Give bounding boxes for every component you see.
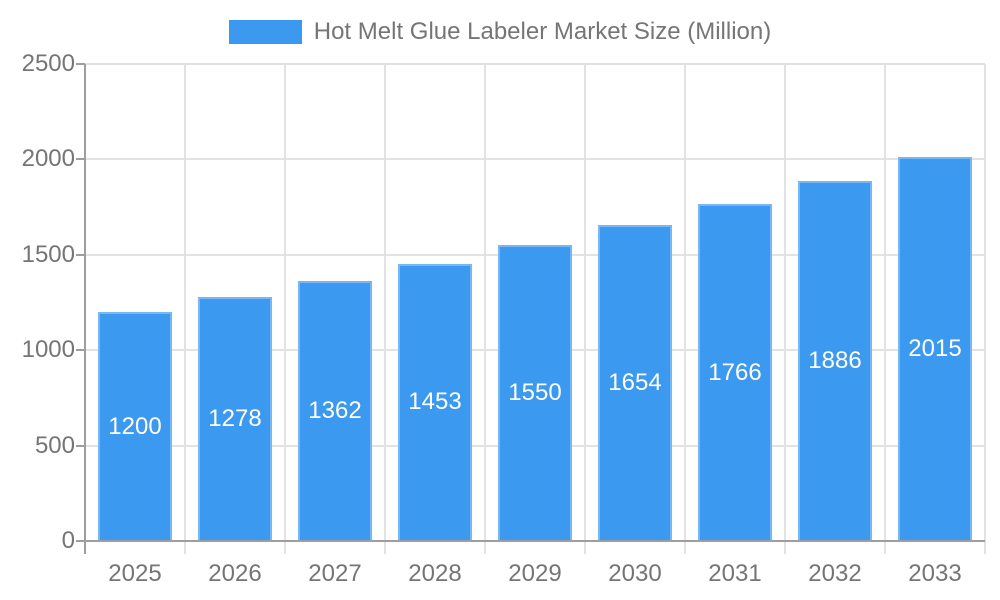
x-tick-label: 2029 <box>508 560 562 587</box>
bar[interactable] <box>698 204 772 541</box>
y-tick <box>76 444 85 447</box>
bar-value-label: 1200 <box>108 412 162 440</box>
bar-value-label: 1766 <box>708 358 762 386</box>
x-tick-label: 2032 <box>808 560 862 587</box>
h-gridline <box>77 158 985 161</box>
x-tick-label: 2030 <box>608 560 662 587</box>
x-tick-label: 2028 <box>408 560 462 587</box>
h-gridline <box>77 63 985 65</box>
legend-label[interactable]: Hot Melt Glue Labeler Market Size (Milli… <box>313 18 772 45</box>
x-tick-label: 2027 <box>308 560 362 587</box>
v-gridline <box>684 64 686 554</box>
y-tick <box>76 253 85 256</box>
bar[interactable] <box>298 281 372 541</box>
v-gridline <box>784 64 786 554</box>
x-tick-label: 2033 <box>908 560 962 587</box>
v-gridline <box>884 64 886 554</box>
y-tick-label: 0 <box>61 527 75 554</box>
x-axis-line <box>85 540 985 542</box>
bar[interactable] <box>198 297 272 541</box>
y-tick-label: 1000 <box>21 336 75 364</box>
v-gridline <box>184 64 186 554</box>
x-tick-label: 2026 <box>208 560 262 587</box>
bar-value-label: 1886 <box>808 347 862 375</box>
y-tick <box>76 63 85 65</box>
y-axis-line <box>84 64 86 554</box>
y-tick-label: 2500 <box>21 50 75 77</box>
y-tick-label: 500 <box>34 431 75 459</box>
bar-value-label: 1550 <box>508 379 562 407</box>
v-gridline <box>384 64 386 554</box>
bar-value-label: 1278 <box>208 405 262 433</box>
bar-value-label: 1654 <box>608 369 662 397</box>
bar-value-label: 2015 <box>908 334 962 362</box>
v-gridline <box>584 64 586 554</box>
legend[interactable]: Hot Melt Glue Labeler Market Size (Milli… <box>0 18 1000 46</box>
x-tick-label: 2031 <box>708 560 762 587</box>
y-tick-label: 2000 <box>21 145 75 173</box>
bar-value-label: 1453 <box>408 388 462 416</box>
bar[interactable] <box>598 225 672 541</box>
y-tick <box>76 158 85 161</box>
bar[interactable] <box>98 312 172 541</box>
bar[interactable] <box>498 245 572 541</box>
bar-value-label: 1362 <box>308 397 362 425</box>
v-gridline <box>484 64 486 554</box>
bar[interactable] <box>398 263 472 541</box>
bar[interactable] <box>898 156 972 541</box>
v-gridline <box>284 64 286 554</box>
y-tick-label: 1500 <box>21 240 75 268</box>
y-tick <box>76 540 85 542</box>
y-tick <box>76 349 85 352</box>
x-tick-label: 2025 <box>108 560 162 587</box>
v-gridline <box>984 64 986 554</box>
bar[interactable] <box>798 181 872 541</box>
legend-swatch[interactable] <box>228 20 302 44</box>
